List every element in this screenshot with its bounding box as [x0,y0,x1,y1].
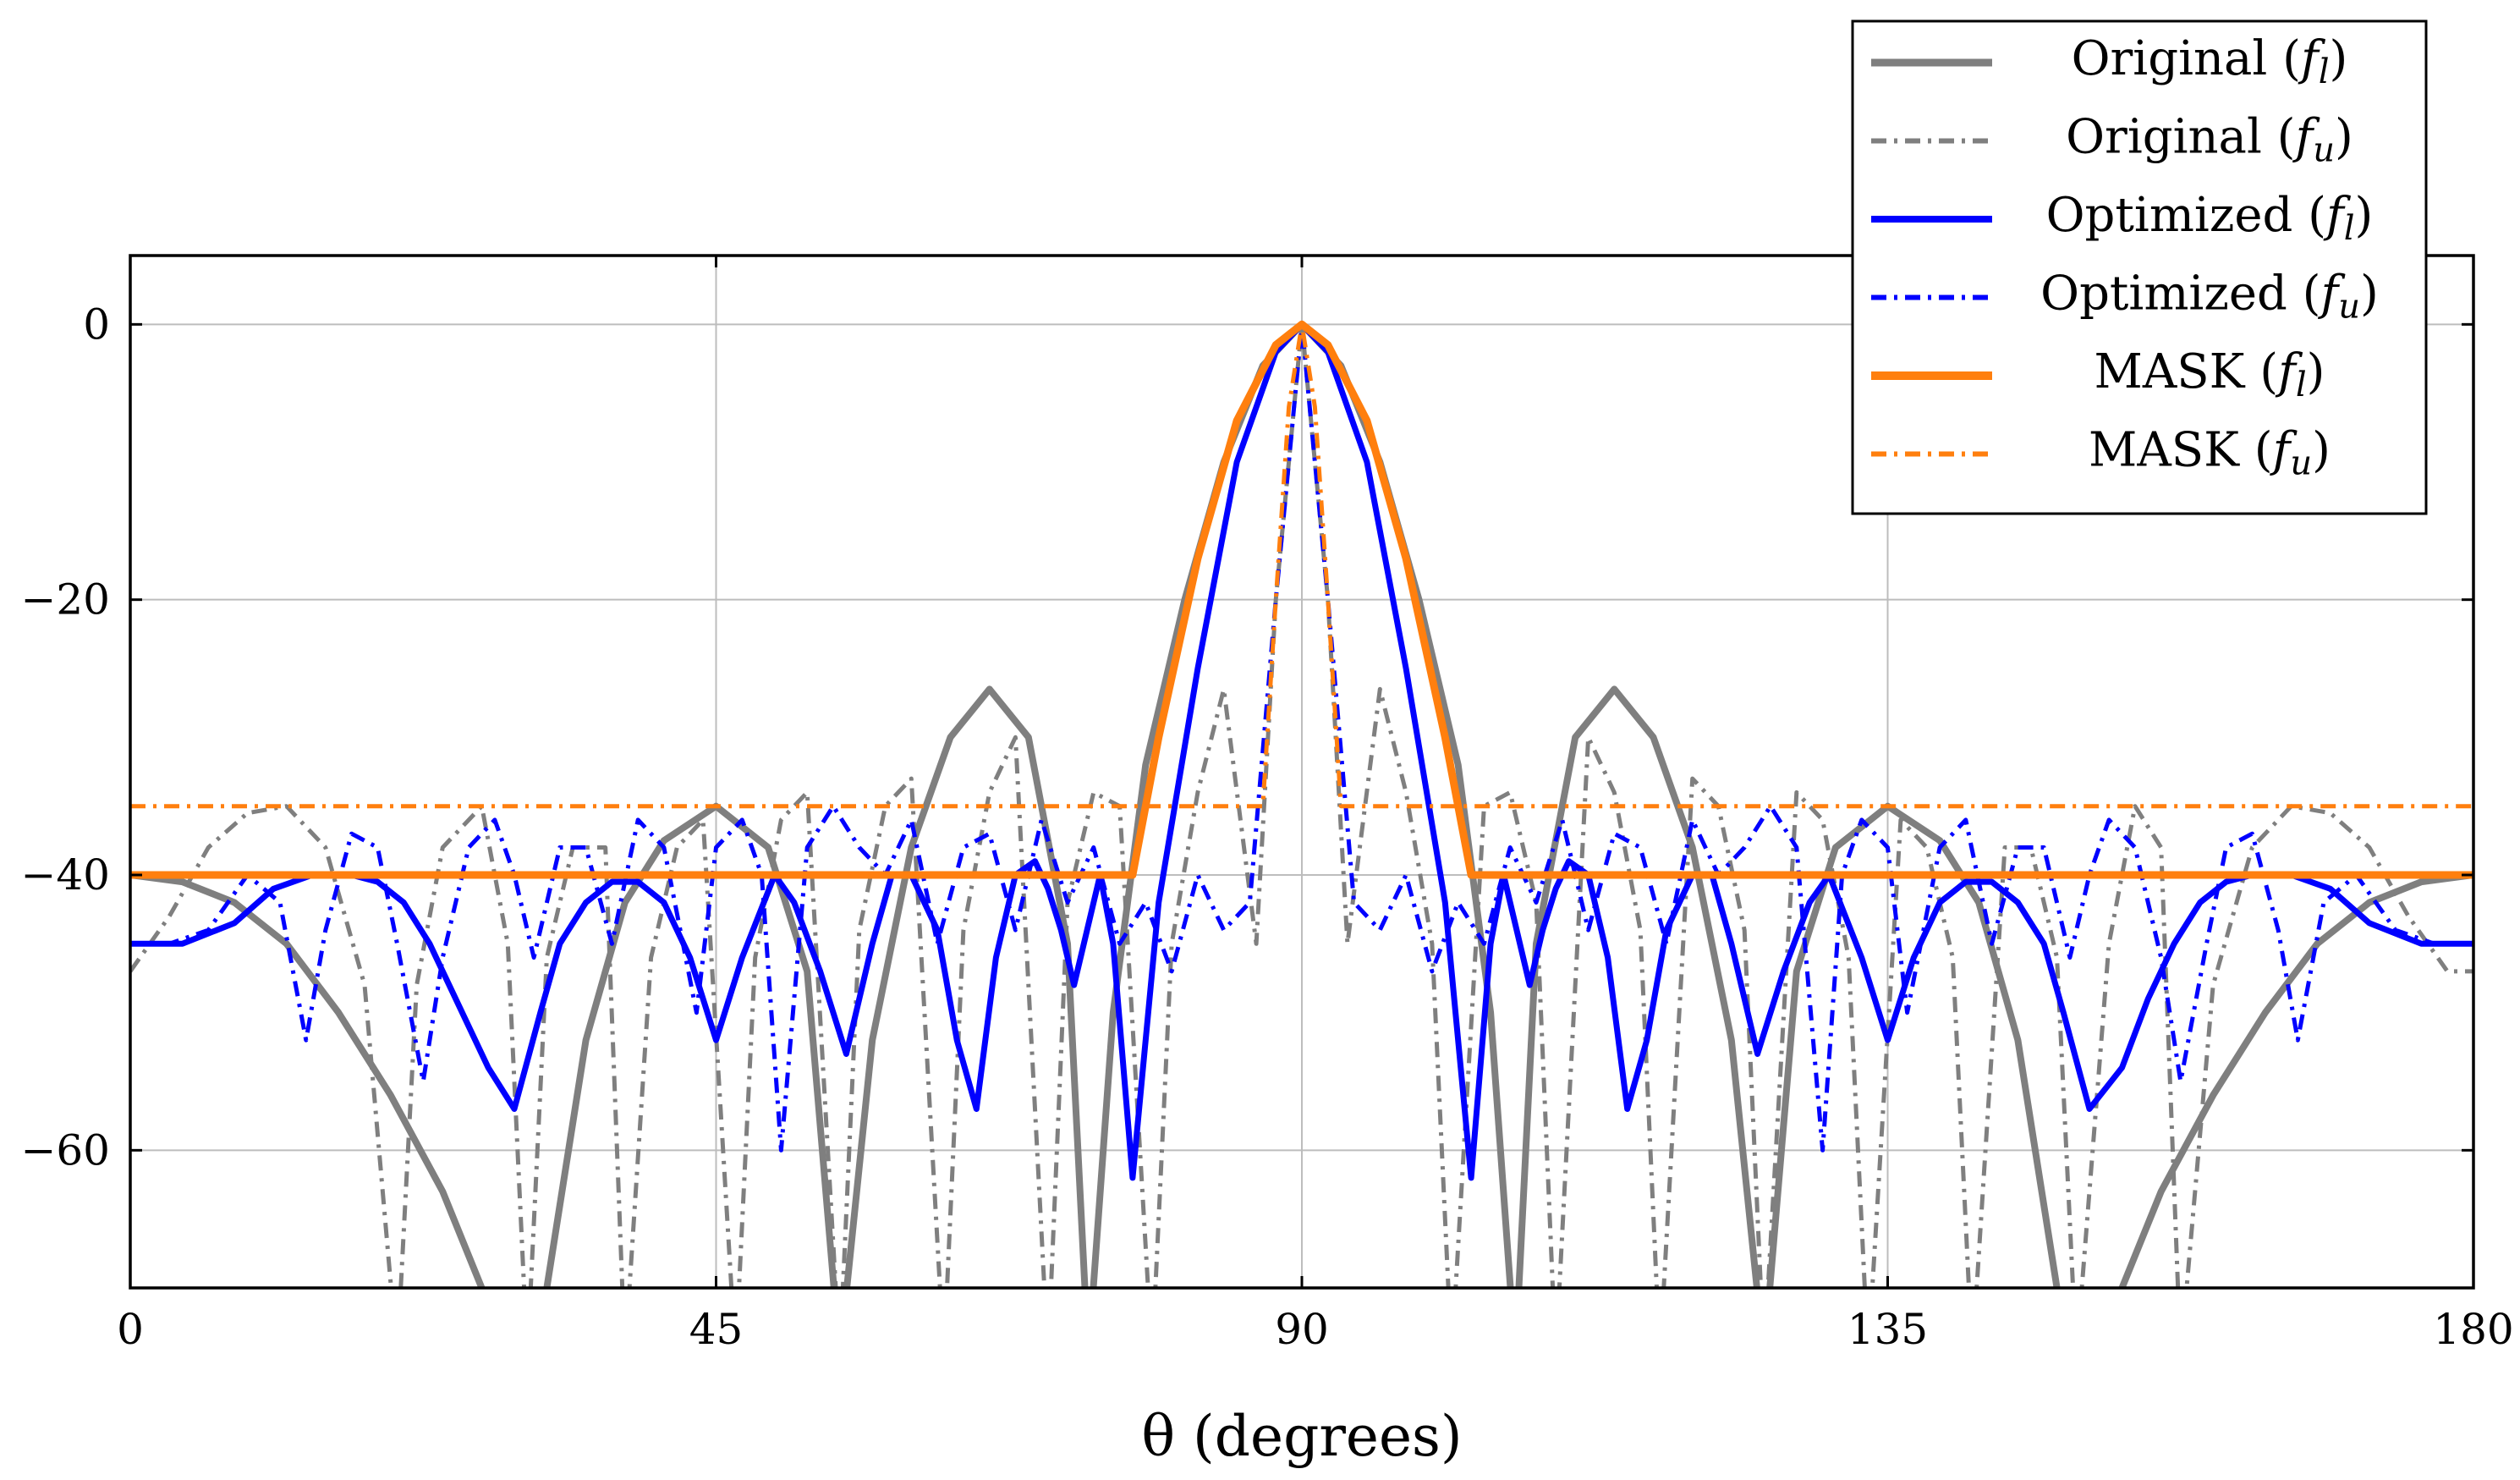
series-line-5 [130,322,2473,809]
legend-label-3: Optimized (fu) [2040,267,2379,327]
legend-label-4: MASK (fl) [2094,344,2325,404]
x-tick-label: 45 [689,1305,744,1354]
legend-label-0: Original (fl) [2072,31,2348,91]
legend-box [1851,19,2428,515]
x-tick-label: 135 [1847,1305,1928,1354]
y-tick-label: −60 [20,1125,110,1175]
x-tick-label: 90 [1275,1305,1329,1354]
y-tick-label: −20 [20,575,110,624]
x-axis-label: θ (degrees) [1141,1404,1462,1469]
series-layer [130,320,2473,1288]
legend: Original (fl) Original (fu) Optimized (fl)… [1851,19,2428,515]
legend-label-1: Original (fu) [2066,110,2353,170]
y-tick-label: −40 [20,850,110,900]
x-tick-label: 180 [2433,1305,2513,1354]
tick-labels: 0 45 90 135 180 0 −20 −40 −60 [20,300,2513,1354]
legend-label-2: Optimized (fl) [2046,188,2374,248]
legend-label-5: MASK (fu) [2089,423,2331,483]
x-tick-label: 0 [117,1305,144,1354]
y-tick-label: 0 [83,300,110,349]
ticks [129,256,2475,1288]
